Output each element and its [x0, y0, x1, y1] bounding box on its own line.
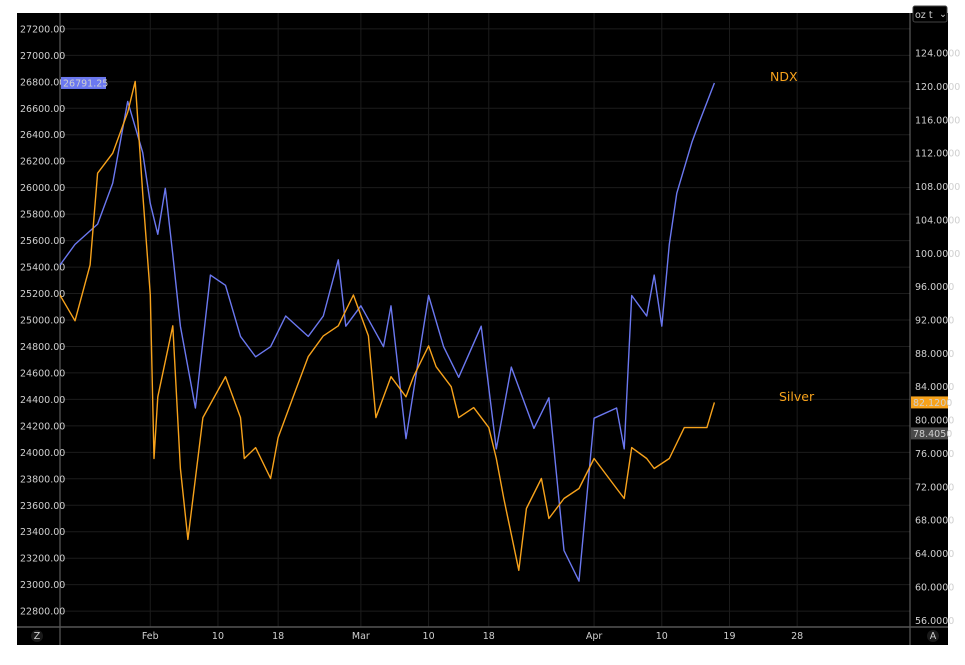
left-tick-label: 24200.00	[20, 421, 65, 432]
silver-last-value-badge	[911, 396, 948, 409]
auto-scale-right-label: A	[930, 631, 937, 642]
right-tick-label: 68.0000	[915, 516, 954, 527]
right-tick-label: 60.0000	[915, 582, 954, 593]
unit-selector[interactable]: oz t ⌄	[912, 5, 948, 23]
series-lines	[59, 80, 716, 582]
chevron-down-icon: ⌄	[939, 9, 947, 20]
time-axis[interactable]: Feb 10 18 Mar 10 18 Apr 10 19 28	[142, 631, 803, 642]
left-axis[interactable]: 27200.00 27000.00 26800.00 26600.00 26400.00…	[20, 24, 65, 617]
left-tick-label: 24000.00	[20, 448, 65, 459]
x-tick-label: 19	[723, 631, 735, 642]
right-tick-label: 56.0000	[915, 616, 954, 627]
left-tick-label: 26400.00	[20, 130, 65, 141]
left-tick-label: 24600.00	[20, 368, 65, 379]
x-tick-label: Mar	[352, 631, 370, 642]
left-tick-label: 25200.00	[20, 289, 65, 300]
left-tick-label: 27000.00	[20, 51, 65, 62]
left-tick-label: 23400.00	[20, 527, 65, 538]
right-tick-label: 112.0000	[915, 149, 960, 160]
right-tick-label: 100.0000	[915, 249, 960, 260]
x-tick-label: 18	[272, 631, 284, 642]
right-tick-label: 80.0000	[915, 416, 954, 427]
auto-scale-left-label: Z	[34, 631, 41, 642]
secondary-value-badge	[911, 427, 948, 440]
left-tick-label: 26600.00	[20, 104, 65, 115]
grid	[60, 13, 910, 627]
right-tick-label: 96.0000	[915, 282, 954, 293]
left-tick-label: 23200.00	[20, 554, 65, 565]
x-tick-label: 10	[656, 631, 668, 642]
right-tick-label: 108.0000	[915, 182, 960, 193]
right-tick-label: 72.0000	[915, 482, 954, 493]
left-tick-label: 23000.00	[20, 580, 65, 591]
left-tick-label: 26800.00	[20, 77, 65, 88]
right-tick-label: 64.0000	[915, 549, 954, 560]
last-value-markers: 26791.25 82.1200 78.4050	[61, 76, 952, 440]
x-tick-label: Feb	[142, 631, 159, 642]
x-tick-label: 10	[212, 631, 224, 642]
unit-selector-label: oz t	[915, 10, 933, 21]
left-tick-label: 25000.00	[20, 316, 65, 327]
left-tick-label: 25400.00	[20, 263, 65, 274]
left-tick-label: 27200.00	[20, 24, 65, 35]
ndx-last-value-badge	[61, 76, 106, 89]
right-tick-label: 104.0000	[915, 215, 960, 226]
left-tick-label: 26200.00	[20, 157, 65, 168]
left-tick-label: 23600.00	[20, 501, 65, 512]
left-tick-label: 25800.00	[20, 210, 65, 221]
auto-scale-right-button[interactable]: A	[927, 630, 939, 642]
left-tick-label: 26000.00	[20, 183, 65, 194]
left-tick-label: 23800.00	[20, 474, 65, 485]
right-tick-label: 88.0000	[915, 349, 954, 360]
right-tick-label: 76.0000	[915, 449, 954, 460]
left-tick-label: 24400.00	[20, 395, 65, 406]
legend-label-ndx: NDX	[770, 69, 798, 84]
right-tick-label: 124.0000	[915, 49, 960, 60]
x-tick-label: Apr	[586, 631, 603, 642]
x-tick-label: 28	[791, 631, 803, 642]
legend-label-silver: Silver	[779, 389, 815, 404]
auto-scale-left-button[interactable]: Z	[31, 630, 43, 642]
x-tick-label: 10	[423, 631, 435, 642]
secondary-value-label: 78.4050	[913, 429, 952, 440]
left-tick-label: 22800.00	[20, 607, 65, 618]
silver-last-value-label: 82.1200	[913, 398, 952, 409]
series-line-ndx	[59, 82, 716, 582]
left-tick-label: 25600.00	[20, 236, 65, 247]
ndx-last-value-label: 26791.25	[63, 78, 108, 89]
right-tick-label: 116.0000	[915, 115, 960, 126]
right-tick-label: 84.0000	[915, 382, 954, 393]
left-tick-label: 24800.00	[20, 342, 65, 353]
series-line-silver	[59, 80, 716, 571]
right-tick-label: 92.0000	[915, 316, 954, 327]
right-tick-label: 120.0000	[915, 82, 960, 93]
right-axis[interactable]: 124.0000 120.0000 116.0000 112.0000 108.0000…	[915, 49, 960, 627]
x-tick-label: 18	[483, 631, 495, 642]
